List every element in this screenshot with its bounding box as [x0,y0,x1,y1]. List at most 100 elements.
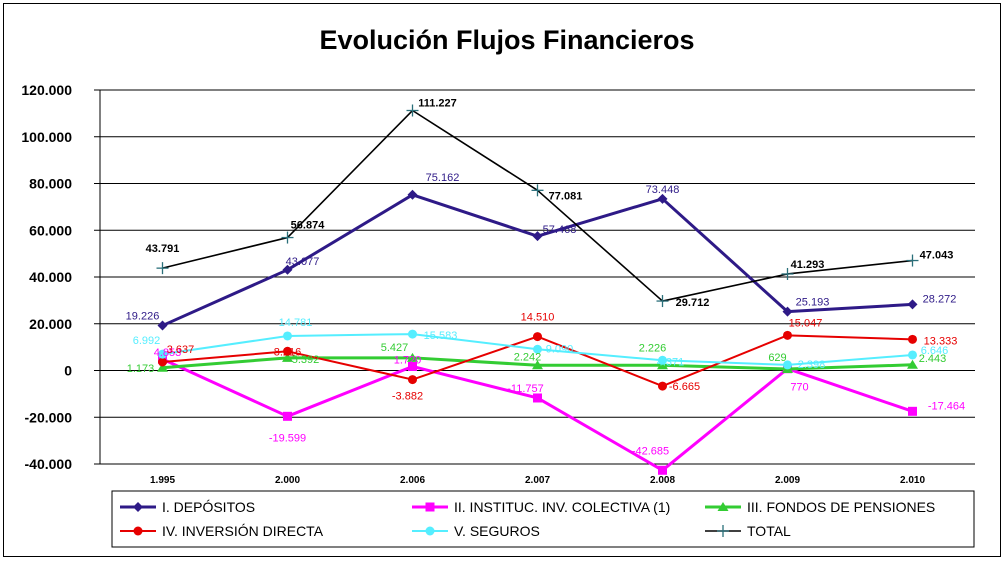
data-point [908,334,917,344]
data-point [283,411,292,421]
data-point [407,189,418,200]
legend-item-0: I. DEPÓSITOS [120,499,255,515]
legend-swatch-marker [425,526,435,536]
data-label: 29.712 [676,297,710,309]
data-label: -42.685 [632,445,669,457]
data-point [656,295,669,308]
grid [100,89,975,465]
data-label: 9.090 [546,343,574,355]
chart-frame [3,3,1001,557]
data-point [156,262,169,275]
legend-swatch-marker [133,526,143,536]
data-label: 56.874 [291,220,326,232]
x-tick-label: 2.006 [400,475,425,486]
data-label: 57.468 [543,224,577,236]
series-1 [158,354,917,475]
data-point [532,360,543,370]
data-point [158,349,167,359]
data-label: 629 [768,352,786,364]
chart-title: Evolución Flujos Financieros [319,25,694,55]
x-tick-label: 2.010 [900,475,925,486]
series-line [161,357,913,472]
legend-label: IV. INVERSIÓN DIRECTA [162,523,324,539]
data-label: 19.226 [126,311,160,323]
y-tick-label: 120.000 [21,82,72,98]
x-tick-label: 2.009 [775,475,800,486]
data-label: 43.077 [286,256,320,268]
legend-item-2: III. FONDOS DE PENSIONES [705,499,935,515]
y-tick-label: 20.000 [29,316,72,332]
data-point [282,352,293,362]
axes: -40.000 -20.000 0 20.000 40.000 60.000 80.000 1… [21,82,925,486]
y-tick-label: -40.000 [25,456,73,472]
x-tick-label: 2.007 [525,475,550,486]
data-label: 8.216 [274,346,302,358]
legend-box [111,490,975,548]
data-label: 111.227 [418,98,457,110]
legend-swatch-marker [425,502,435,512]
data-label: 75.162 [426,172,460,184]
data-label: 47.043 [920,250,954,262]
data-label: 6.646 [921,345,949,357]
data-label: 14.781 [279,317,313,329]
data-point [658,465,667,475]
y-tick-label: 80.000 [29,176,72,192]
series-3 [158,330,917,391]
data-point [657,360,668,370]
legend-item-3: IV. INVERSIÓN DIRECTA [120,523,324,539]
x-tick-label: 2.008 [650,475,675,486]
data-point [782,306,793,317]
legend-item-4: V. SEGUROS [412,523,540,539]
series-4 [158,329,917,370]
data-point [408,329,417,339]
data-label: 5.427 [381,342,409,354]
data-point [408,375,417,385]
data-label: -19.599 [269,432,306,444]
data-label: 73.448 [646,184,680,196]
x-tick-label: 1.995 [150,475,175,486]
data-label: 1.173 [127,363,155,375]
data-point [907,359,918,369]
data-point [533,332,542,342]
data-label: 14.510 [521,312,555,324]
legend-swatch-marker [717,525,729,537]
data-point [283,331,292,341]
data-label: 25.193 [796,297,830,309]
data-label: 77.081 [549,190,583,202]
data-point [908,350,917,360]
data-point [531,184,544,197]
data-point [906,254,919,267]
legend-label: V. SEGUROS [454,523,540,539]
data-label: 6.992 [133,335,161,347]
data-point [783,360,792,370]
data-point [281,231,294,244]
data-label: 15.047 [789,317,823,329]
data-label: 2.242 [514,351,542,363]
data-point [532,231,543,242]
data-point [408,361,417,371]
legend-label: I. DEPÓSITOS [162,499,255,515]
y-tick-label: 100.000 [21,129,72,145]
data-point [157,320,168,331]
y-tick-label: 0 [64,363,72,379]
data-label: -6.665 [669,381,700,393]
data-point [908,406,917,416]
data-point [907,299,918,310]
series-0 [157,189,918,331]
data-point [533,393,542,403]
series-group [156,104,919,475]
data-label: 2.226 [639,342,667,354]
data-point [157,362,168,372]
data-point [282,264,293,275]
data-point [657,193,668,204]
legend-item-5: TOTAL [705,523,791,539]
data-point [406,104,419,117]
data-label: 1.720 [394,354,422,366]
data-label: 4.853 [154,347,182,359]
data-label: 770 [790,382,808,394]
data-point [783,330,792,340]
data-label: 5.392 [292,354,320,366]
data-label: -17.464 [928,400,965,412]
data-point [533,344,542,354]
